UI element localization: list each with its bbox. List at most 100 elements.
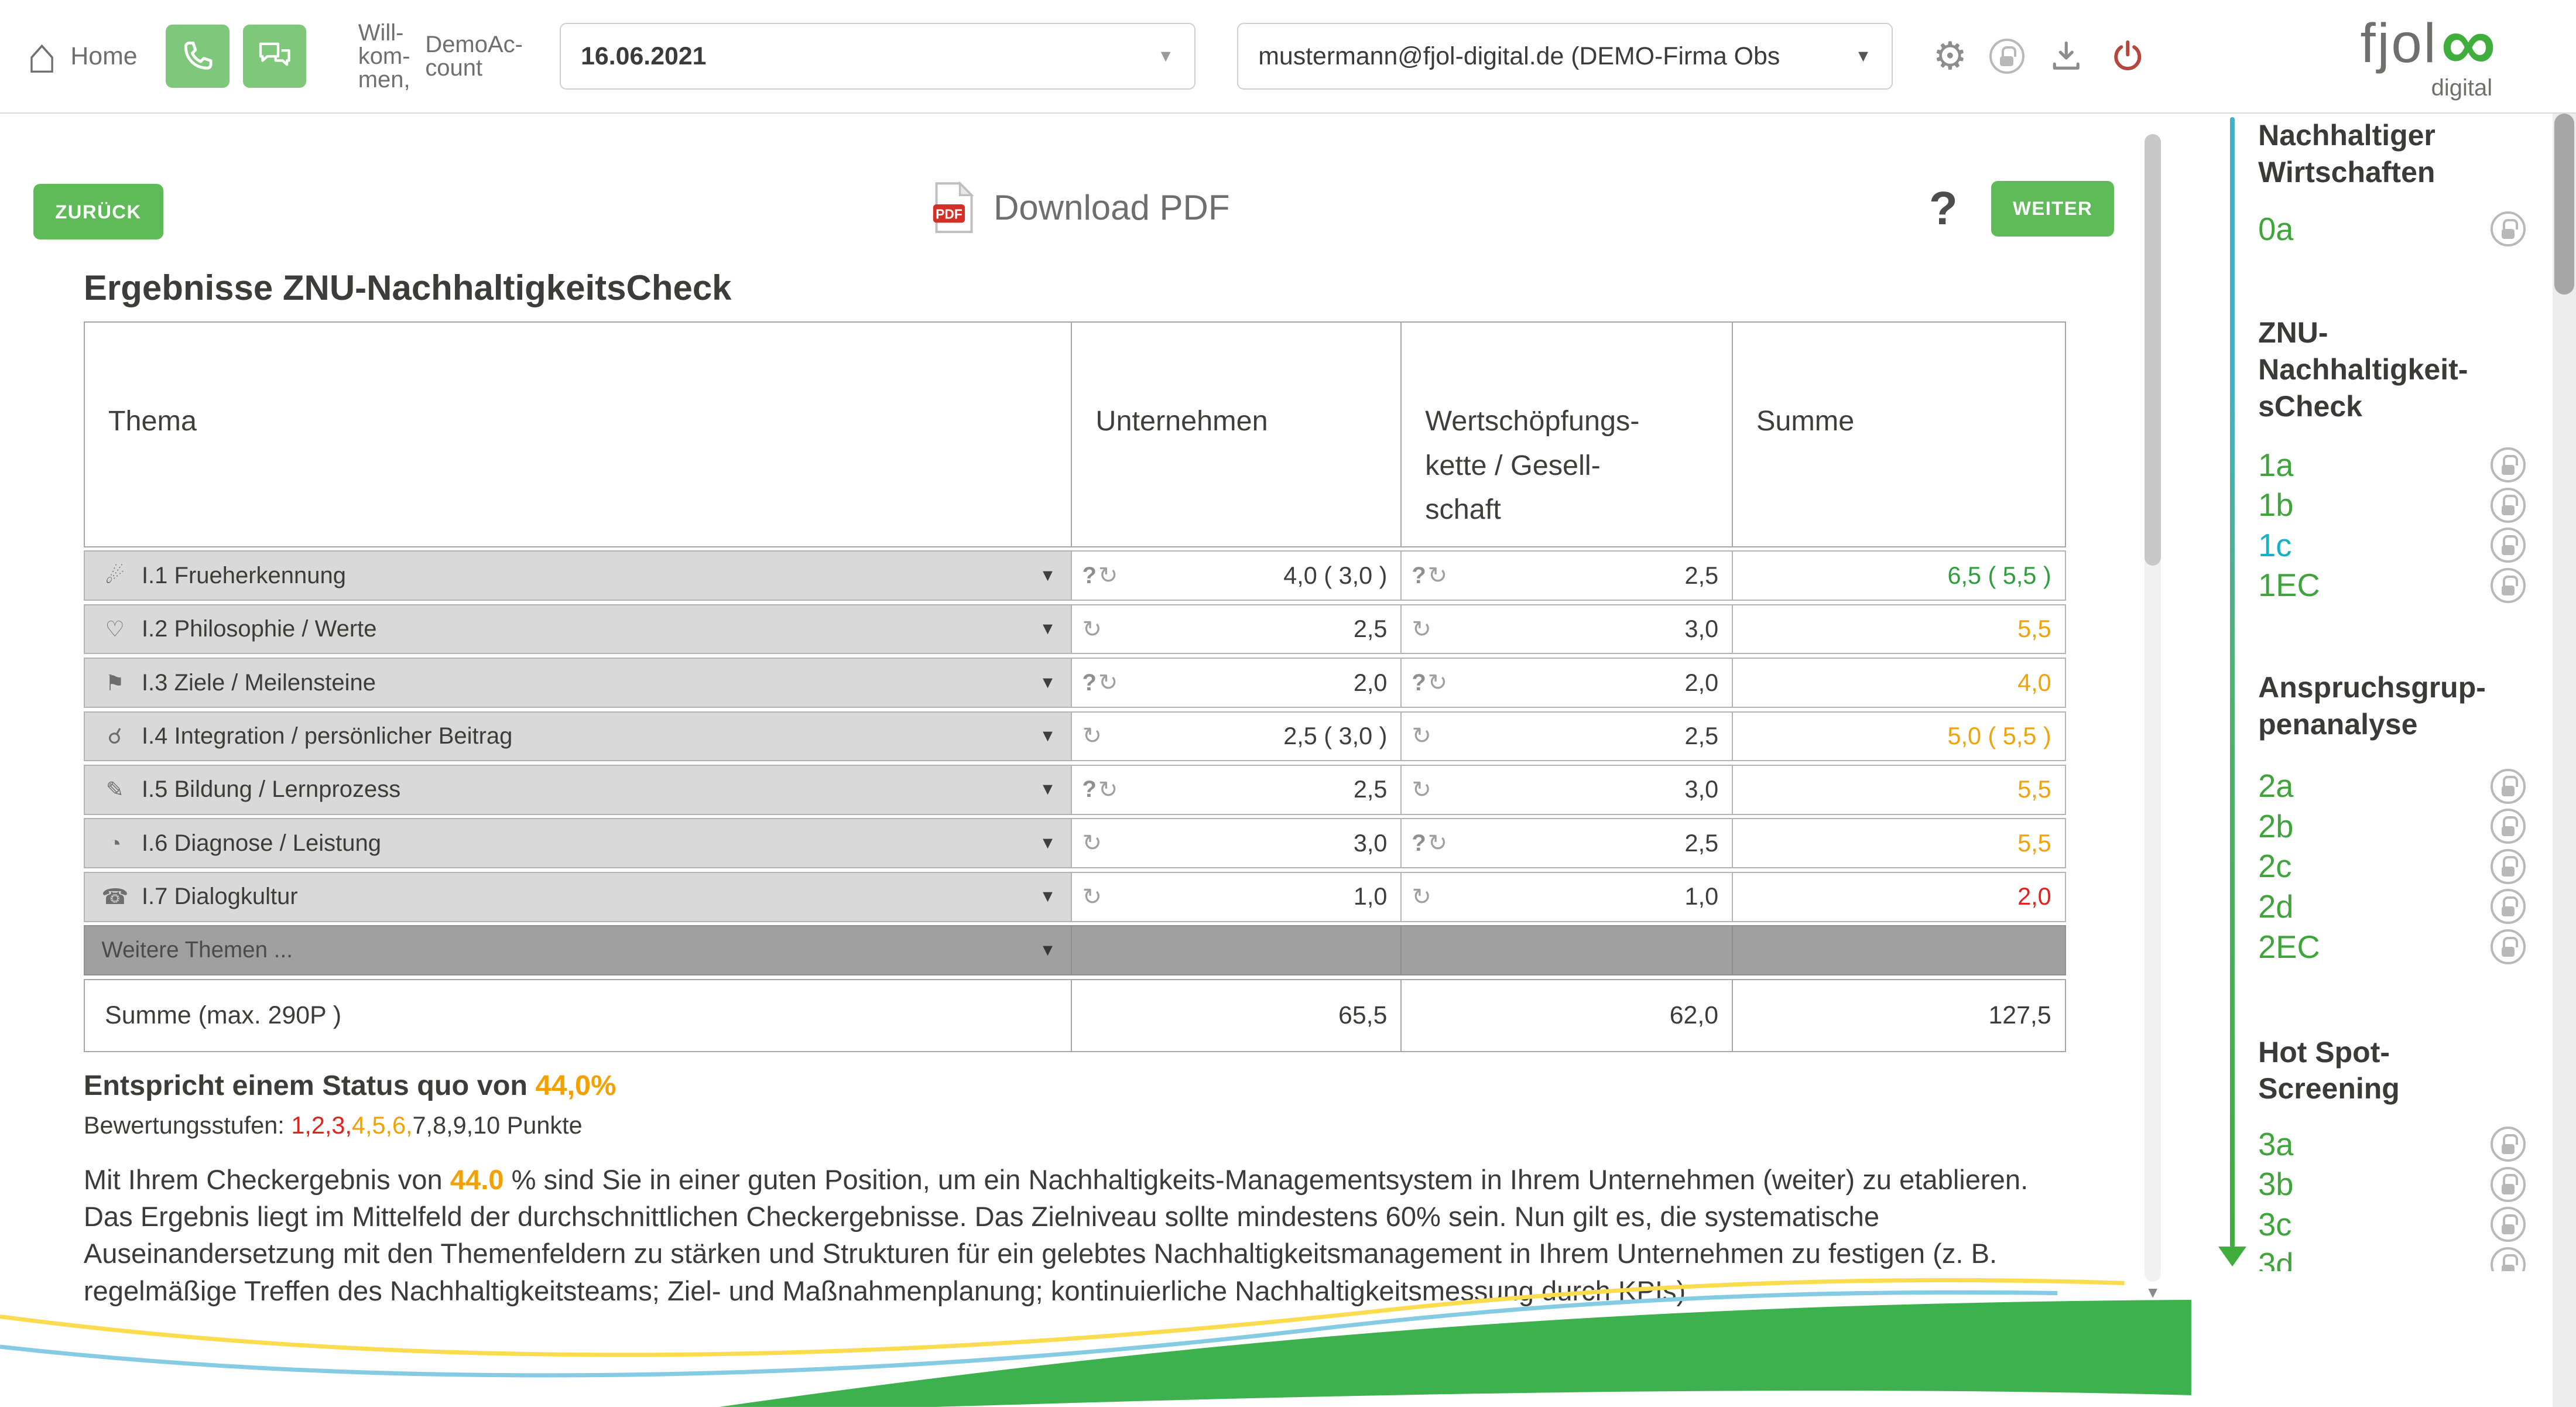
next-button[interactable]: WEITER (1991, 180, 2115, 237)
sidebar-item-label: 0a (2258, 211, 2294, 247)
topic-cell[interactable]: ✎ I.5 Bildung / Lernprozess ▼ (83, 765, 1073, 815)
sidebar-item-0a[interactable]: 0a (2258, 209, 2526, 249)
sidebar-item-3b[interactable]: 3b (2258, 1164, 2526, 1204)
chevron-down-icon[interactable]: ▼ (1039, 940, 1056, 960)
refresh-icon[interactable]: ↻ (1427, 670, 1448, 696)
more-topics-row[interactable]: Weitere Themen ... ▼ (83, 925, 2066, 975)
question-icon: ? (1412, 562, 1426, 588)
help-icon[interactable]: ? (1928, 182, 1958, 235)
lock-icon (2491, 447, 2526, 483)
chevron-down-icon[interactable]: ▼ (1039, 619, 1056, 639)
lock-button[interactable] (1989, 39, 2025, 74)
download-pdf-button[interactable]: PDF Download PDF (931, 180, 1230, 234)
refresh-icon[interactable]: ↻ (1427, 830, 1448, 857)
home-icon: ⌂ (26, 28, 57, 84)
unternehmen-value: 2,5 (1353, 776, 1388, 803)
chevron-down-icon[interactable]: ▼ (1039, 780, 1056, 799)
chevron-down-icon[interactable]: ▼ (1039, 566, 1056, 585)
topic-cell[interactable]: ◔ I.6 Diagnose / Leistung ▼ (83, 818, 1073, 869)
sidebar-item-1b[interactable]: 1b (2258, 485, 2526, 526)
summe-cell: 5,5 (1732, 818, 2066, 869)
integration-icon: ☌ (107, 723, 122, 748)
main-scrollbar[interactable] (2144, 133, 2161, 1282)
sidebar-item-label: 3b (2258, 1166, 2294, 1203)
refresh-icon[interactable]: ↻ (1082, 616, 1102, 642)
refresh-icon[interactable]: ↻ (1098, 776, 1118, 803)
lock-icon (2491, 889, 2526, 925)
refresh-icon[interactable]: ↻ (1098, 563, 1118, 589)
sidebar-item-2a[interactable]: 2a (2258, 766, 2526, 806)
sidebar-scrollbar[interactable] (2553, 114, 2576, 1407)
sidebar-item-2b[interactable]: 2b (2258, 806, 2526, 847)
lock-icon (2491, 1247, 2526, 1272)
total-label-cell: Summe (max. 290P ) (83, 978, 1073, 1053)
settings-button[interactable]: ⚙ (1933, 37, 1967, 76)
topic-cell[interactable]: ☎ I.7 Dialogkultur ▼ (83, 871, 1073, 922)
refresh-icon[interactable]: ↻ (1412, 723, 1431, 749)
col-header-unternehmen: Unternehmen (1072, 321, 1402, 547)
summe-cell: 4,0 (1732, 658, 2066, 708)
refresh-icon[interactable]: ↻ (1082, 884, 1102, 910)
fjol-logo: fjol ∞ digital (2360, 5, 2496, 101)
account-select[interactable]: mustermann@fjol-digital.de (DEMO-Firma O… (1236, 23, 1893, 90)
chat-button[interactable] (242, 24, 307, 88)
sidebar-item-2c[interactable]: 2c (2258, 847, 2526, 887)
refresh-icon[interactable]: ↻ (1412, 616, 1431, 642)
sidebar-section-title: Anspruchsgrup- penanalyse (2258, 670, 2486, 741)
values-heart-icon: ♡ (105, 617, 125, 642)
sidebar-item-label: 2EC (2258, 929, 2320, 965)
refresh-icon[interactable]: ↻ (1098, 670, 1118, 696)
results-table: Thema Unternehmen Wertschöpfungs- kette … (83, 321, 2066, 1053)
logo-wordmark: fjol (2360, 12, 2438, 74)
chevron-down-icon[interactable]: ▼ (1039, 887, 1056, 906)
sidebar-item-3c[interactable]: 3c (2258, 1204, 2526, 1245)
sidebar-item-1c-active[interactable]: 1c (2258, 525, 2526, 566)
lock-icon (2491, 929, 2526, 964)
topic-label: I.3 Ziele / Meilensteine (141, 669, 376, 696)
chevron-down-icon[interactable]: ▼ (1039, 833, 1056, 853)
unternehmen-value: 2,5 (1353, 615, 1388, 643)
download-button[interactable] (2046, 36, 2087, 77)
summe-cell: 5,5 (1732, 765, 2066, 815)
sidebar-item-2ec[interactable]: 2EC (2258, 927, 2526, 967)
sidebar-item-3a[interactable]: 3a (2258, 1124, 2526, 1165)
refresh-icon[interactable]: ↻ (1412, 776, 1431, 803)
refresh-icon[interactable]: ↻ (1082, 830, 1102, 857)
wertschoepfung-cell: ? ↻ 2,5 (1402, 818, 1733, 869)
chevron-down-icon[interactable]: ▼ (1039, 726, 1056, 745)
topic-cell[interactable]: ☌ I.4 Integration / persönlicher Beitrag… (83, 711, 1073, 762)
refresh-icon[interactable]: ↻ (1427, 563, 1448, 589)
more-topics-cell[interactable]: Weitere Themen ... ▼ (83, 925, 1073, 975)
unternehmen-cell: ↻ 3,0 (1072, 818, 1402, 869)
topic-cell[interactable]: ⚑ I.3 Ziele / Meilensteine ▼ (83, 658, 1073, 708)
wave-green-band (719, 1299, 2191, 1407)
result-summary-text: Mit Ihrem Checkergebnis von 44.0 % sind … (83, 1164, 2029, 1306)
home-button[interactable]: ⌂ Home (26, 28, 138, 84)
back-button[interactable]: ZURÜCK (33, 184, 163, 240)
wertschoepfung-value: 2,0 (1684, 669, 1719, 696)
sidebar-item-1a[interactable]: 1a (2258, 445, 2526, 485)
question-icon: ? (1412, 830, 1426, 856)
empty-cell (1732, 925, 2066, 975)
main-scrollbar-thumb[interactable] (2144, 133, 2161, 566)
date-select[interactable]: 16.06.2021 ▼ (559, 23, 1195, 90)
lock-icon (2491, 528, 2526, 563)
logo-subtitle: digital (2431, 74, 2493, 101)
sidebar-item-2d[interactable]: 2d (2258, 886, 2526, 927)
unternehmen-value: 2,5 ( 3,0 ) (1283, 722, 1388, 749)
sidebar-scrollbar-thumb[interactable] (2554, 114, 2575, 295)
sidebar-item-label: 1b (2258, 487, 2294, 523)
refresh-icon[interactable]: ↻ (1412, 884, 1431, 910)
chevron-down-icon[interactable]: ▼ (1039, 673, 1056, 692)
refresh-icon[interactable]: ↻ (1082, 723, 1102, 749)
logout-button[interactable] (2108, 36, 2148, 77)
more-topics-label: Weitere Themen ... (101, 937, 293, 963)
sidebar-item-1ec[interactable]: 1EC (2258, 566, 2526, 606)
sidebar-item-label: 2a (2258, 768, 2294, 805)
phone-button[interactable] (166, 24, 229, 88)
topic-cell[interactable]: ♡ I.2 Philosophie / Werte ▼ (83, 604, 1073, 655)
topic-cell[interactable]: ☄ I.1 Frueherkennung ▼ (83, 550, 1073, 601)
sidebar-item-3d[interactable]: 3d (2258, 1245, 2526, 1272)
scroll-down-icon[interactable]: ▾ (2148, 1281, 2158, 1302)
total-row: Summe (max. 290P ) 65,5 62,0 127,5 (83, 978, 2066, 1053)
